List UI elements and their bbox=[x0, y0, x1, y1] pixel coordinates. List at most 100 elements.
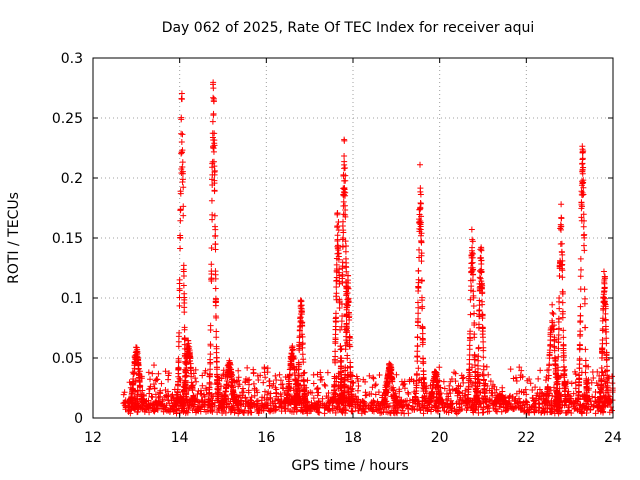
data-point bbox=[470, 292, 477, 299]
data-point bbox=[310, 371, 317, 378]
data-point bbox=[332, 319, 339, 326]
data-point bbox=[574, 396, 581, 403]
data-point bbox=[580, 179, 587, 186]
data-point bbox=[418, 258, 425, 265]
data-point bbox=[335, 244, 342, 251]
data-point bbox=[137, 383, 144, 390]
data-point bbox=[459, 375, 466, 382]
data-point bbox=[331, 373, 338, 380]
data-point bbox=[481, 389, 488, 396]
data-point bbox=[589, 368, 596, 375]
data-point bbox=[599, 317, 606, 324]
data-point bbox=[306, 408, 313, 415]
data-point bbox=[556, 399, 563, 406]
data-point bbox=[453, 408, 460, 415]
data-point bbox=[136, 379, 143, 386]
data-point bbox=[579, 410, 586, 417]
data-point bbox=[213, 371, 220, 378]
x-tick-label: 24 bbox=[604, 430, 622, 446]
data-point bbox=[559, 314, 566, 321]
data-point bbox=[363, 392, 370, 399]
data-point bbox=[568, 380, 575, 387]
data-point bbox=[180, 268, 187, 275]
data-point bbox=[211, 171, 218, 178]
data-point bbox=[415, 304, 422, 311]
data-point bbox=[577, 255, 584, 262]
data-point bbox=[161, 393, 168, 400]
data-point bbox=[550, 384, 557, 391]
data-point bbox=[580, 232, 587, 239]
data-point bbox=[128, 406, 135, 413]
data-point bbox=[145, 369, 152, 376]
data-point bbox=[176, 276, 183, 283]
data-point bbox=[294, 393, 301, 400]
data-point bbox=[162, 368, 169, 375]
data-point bbox=[343, 259, 350, 266]
data-point bbox=[355, 378, 362, 385]
data-point bbox=[235, 374, 242, 381]
data-point bbox=[537, 367, 544, 374]
data-point bbox=[185, 345, 192, 352]
data-point bbox=[469, 236, 476, 243]
data-point bbox=[528, 404, 535, 411]
data-point bbox=[297, 303, 304, 310]
data-point bbox=[464, 404, 471, 411]
data-point bbox=[261, 394, 268, 401]
data-point bbox=[182, 369, 189, 376]
data-point bbox=[341, 136, 348, 143]
data-point bbox=[334, 211, 341, 218]
data-point bbox=[206, 370, 213, 377]
data-point bbox=[360, 406, 367, 413]
data-point bbox=[582, 324, 589, 331]
data-point bbox=[579, 402, 586, 409]
data-point bbox=[556, 294, 563, 301]
data-point bbox=[318, 376, 325, 383]
data-point bbox=[547, 329, 554, 336]
data-point bbox=[206, 379, 213, 386]
data-point bbox=[388, 378, 395, 385]
data-point bbox=[372, 382, 379, 389]
data-point bbox=[332, 359, 339, 366]
data-point bbox=[544, 409, 551, 416]
data-point bbox=[338, 318, 345, 325]
data-point bbox=[212, 313, 219, 320]
data-point bbox=[601, 294, 608, 301]
data-point bbox=[471, 322, 478, 329]
data-point bbox=[207, 351, 214, 358]
data-point bbox=[165, 407, 172, 414]
data-point bbox=[221, 404, 228, 411]
data-point bbox=[602, 328, 609, 335]
data-point bbox=[315, 389, 322, 396]
data-point bbox=[460, 374, 467, 381]
data-point bbox=[344, 296, 351, 303]
data-point bbox=[300, 370, 307, 377]
data-point bbox=[248, 409, 255, 416]
data-point bbox=[303, 406, 310, 413]
data-point bbox=[411, 406, 418, 413]
data-point bbox=[175, 355, 182, 362]
data-point bbox=[255, 376, 262, 383]
data-point bbox=[259, 401, 266, 408]
data-point bbox=[341, 188, 348, 195]
y-tick-label: 0.25 bbox=[52, 111, 83, 127]
data-point bbox=[201, 406, 208, 413]
data-point bbox=[129, 386, 136, 393]
data-point bbox=[180, 282, 187, 289]
data-point bbox=[467, 296, 474, 303]
data-point bbox=[265, 396, 272, 403]
data-point bbox=[533, 392, 540, 399]
data-point bbox=[377, 410, 384, 417]
data-point bbox=[151, 385, 158, 392]
data-point bbox=[549, 309, 556, 316]
data-point bbox=[420, 374, 427, 381]
data-point bbox=[146, 386, 153, 393]
data-point bbox=[546, 355, 553, 362]
data-point bbox=[599, 345, 606, 352]
data-point bbox=[419, 305, 426, 312]
data-point bbox=[357, 402, 364, 409]
data-point bbox=[297, 297, 304, 304]
data-point bbox=[435, 386, 442, 393]
data-point bbox=[212, 285, 219, 292]
data-point bbox=[209, 408, 216, 415]
data-point bbox=[467, 311, 474, 318]
